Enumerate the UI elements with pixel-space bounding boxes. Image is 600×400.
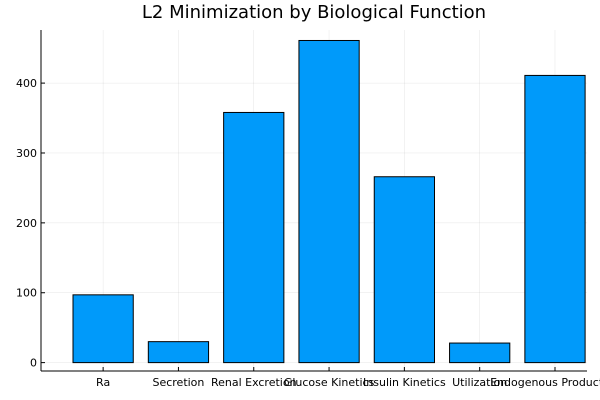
bar-ra	[72, 294, 134, 364]
bar-endogenous-production	[524, 74, 586, 364]
bar-glucose-kinetics	[298, 39, 360, 364]
y-axis-ticks: 0 100 200 300 400	[16, 77, 45, 370]
bars	[72, 39, 586, 364]
x-tick-label: Secretion	[152, 376, 204, 389]
x-tick-label: Glucose Kinetics	[284, 376, 375, 389]
x-tick-label: Renal Excretion	[211, 376, 297, 389]
x-tick-label: Ra	[96, 376, 110, 389]
y-tick-label: 400	[16, 77, 37, 90]
bar-insulin-kinetics	[373, 176, 435, 364]
bar-renal-excretion	[223, 111, 285, 364]
x-tick-label: Insulin Kinetics	[363, 376, 446, 389]
y-tick-label: 0	[30, 357, 37, 370]
axes	[40, 30, 587, 372]
chart-title: L2 Minimization by Biological Function	[142, 2, 486, 23]
y-tick-label: 200	[16, 217, 37, 230]
y-tick-label: 300	[16, 147, 37, 160]
bar-utilization	[449, 342, 511, 364]
x-tick-label: Utilization	[452, 376, 507, 389]
y-tick-label: 100	[16, 287, 37, 300]
bar-secretion	[147, 341, 210, 364]
x-tick-label: Endogenous Production	[490, 376, 600, 389]
